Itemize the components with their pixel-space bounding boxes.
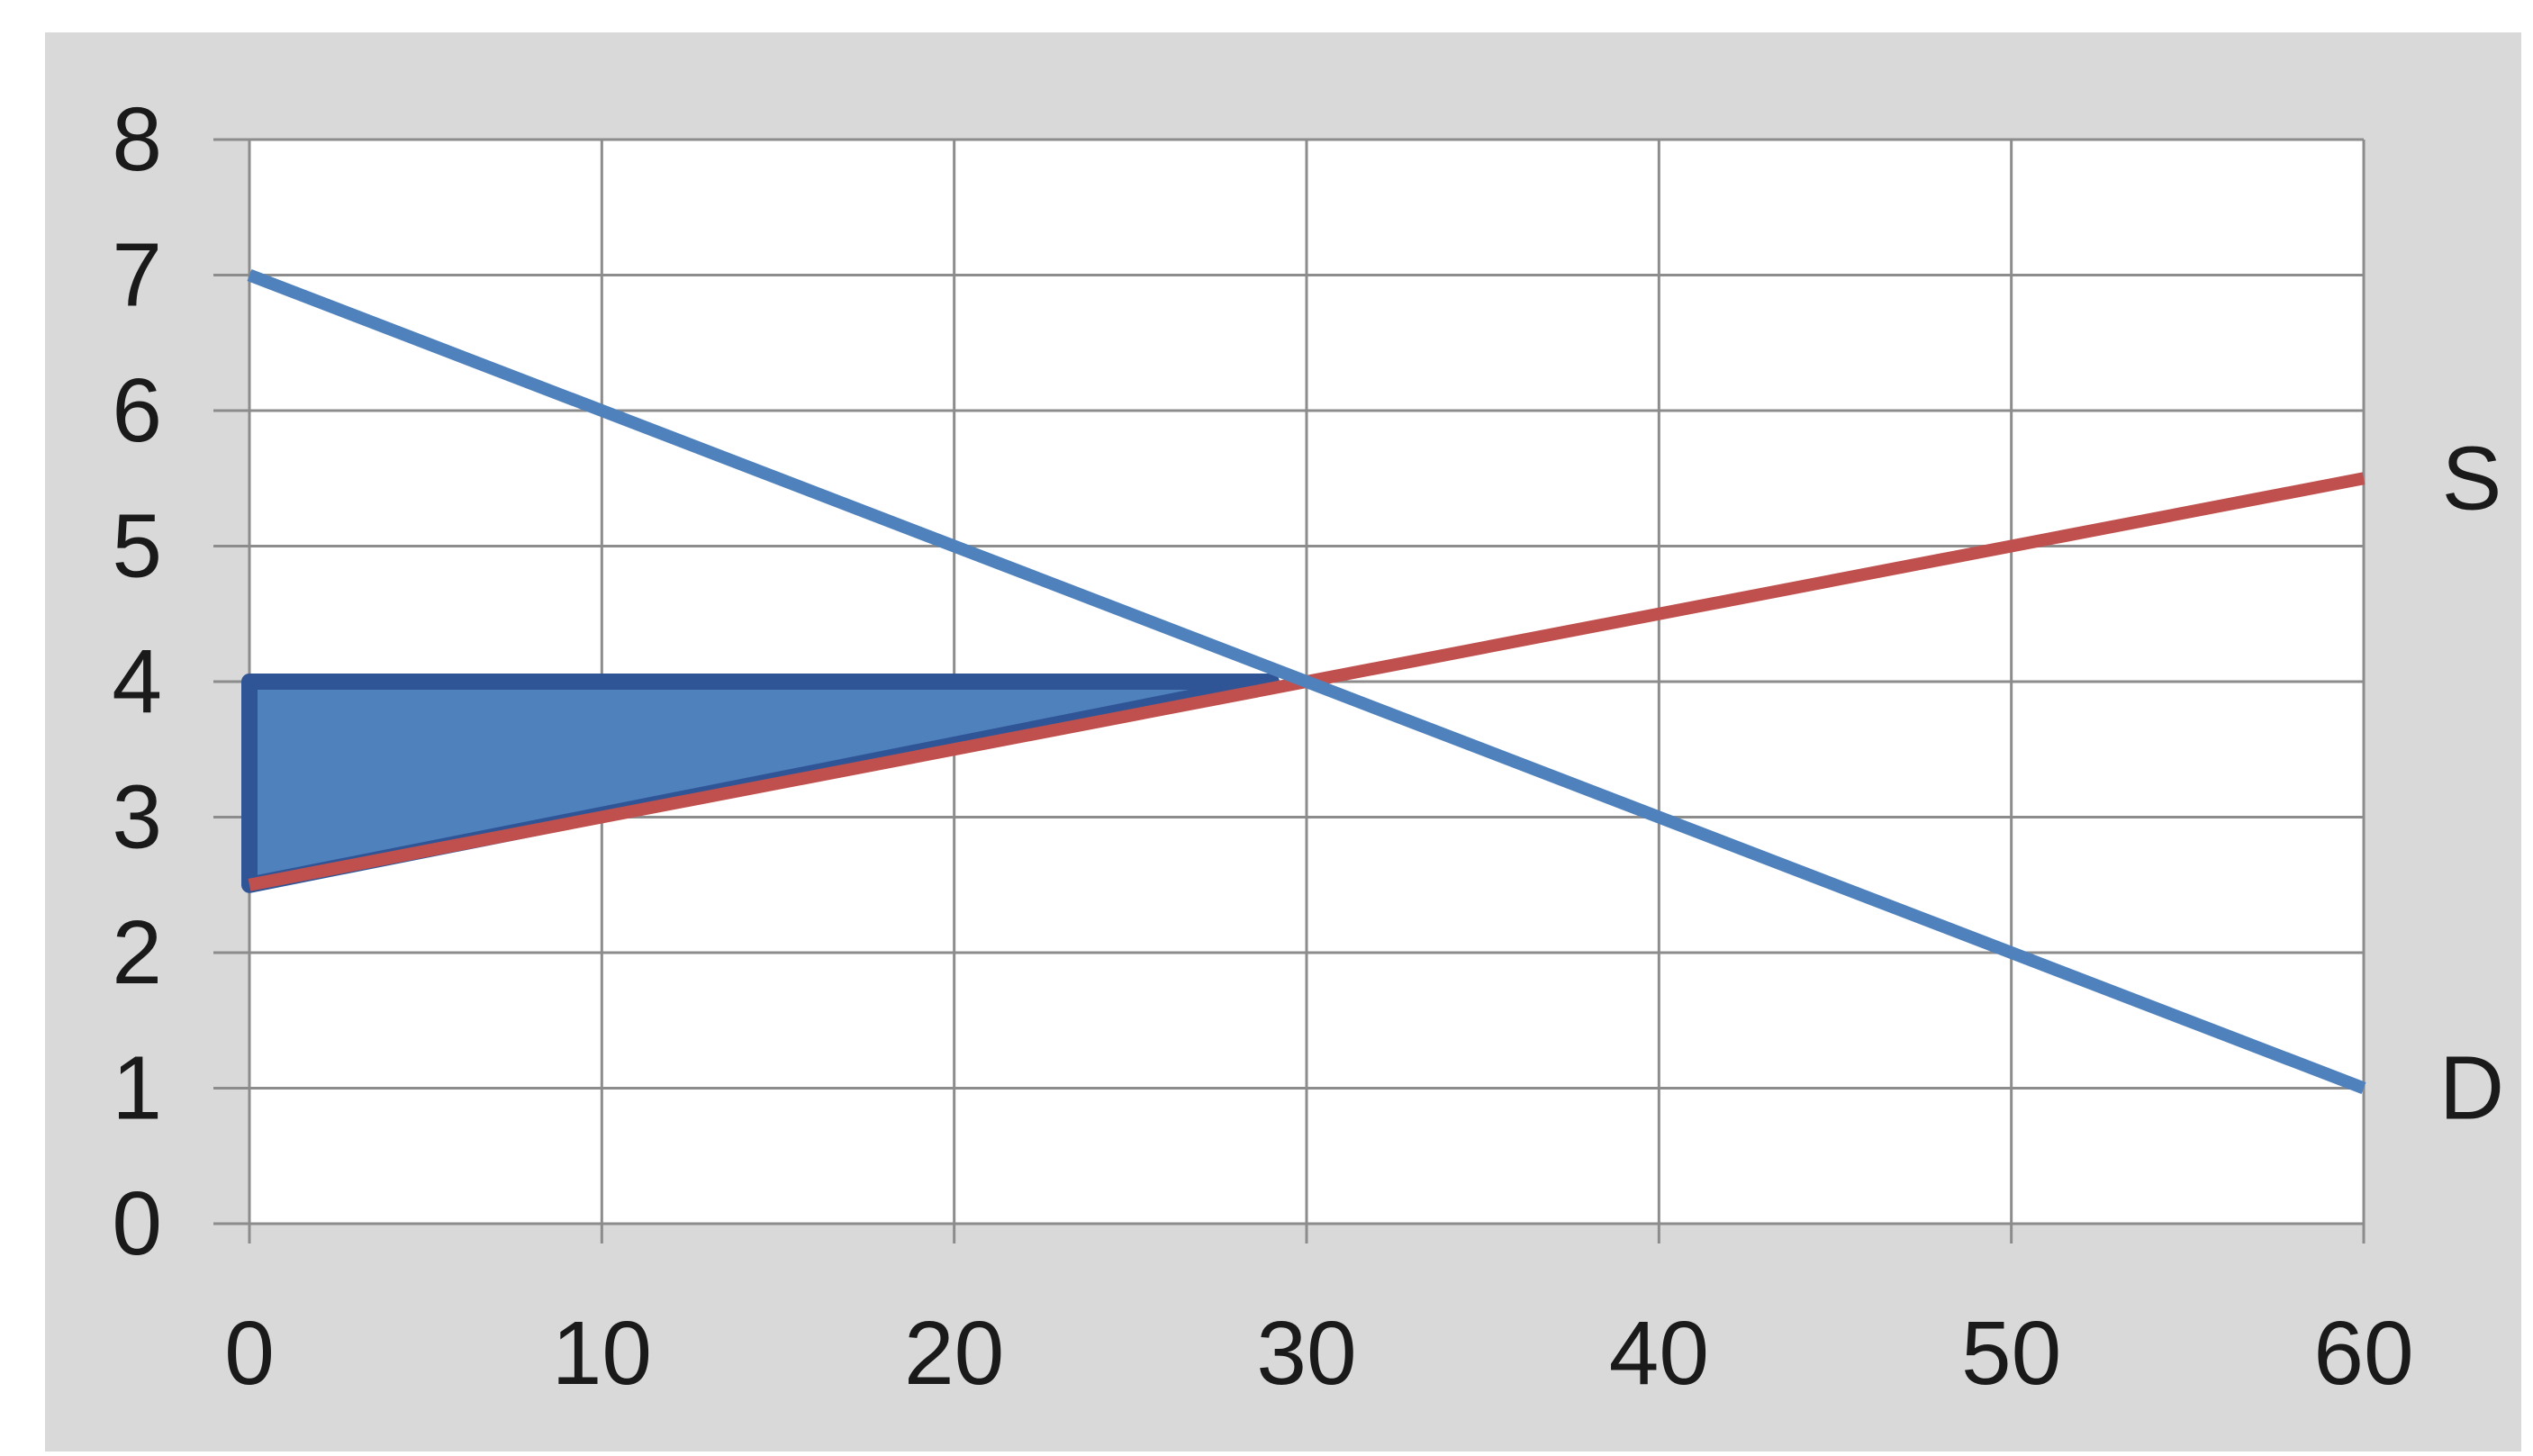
- y-tick-label: 1: [112, 1038, 162, 1139]
- series-label-s: S: [2442, 428, 2502, 529]
- y-tick-label: 0: [112, 1173, 162, 1274]
- x-tick-label: 50: [1961, 1303, 2061, 1404]
- x-tick-label: 20: [904, 1303, 1004, 1404]
- series-labels: SD: [2439, 428, 2504, 1138]
- x-tick-label: 0: [224, 1303, 275, 1404]
- series-label-d: D: [2439, 1038, 2504, 1139]
- y-tick-label: 5: [112, 496, 162, 597]
- y-tick-label: 8: [112, 89, 162, 190]
- y-tick-label: 6: [112, 360, 162, 461]
- x-tick-label: 30: [1256, 1303, 1356, 1404]
- series-lines: [247, 268, 2366, 1095]
- y-axis-tick-labels: 0 1 2 3 4 5 6 7 8: [112, 89, 162, 1274]
- y-tick-label: 3: [112, 767, 162, 868]
- x-axis-tick-labels: 0 10 20 30 40 50 60: [224, 1303, 2413, 1404]
- y-tick-label: 2: [112, 902, 162, 1003]
- y-tick-label: 4: [112, 631, 162, 732]
- series-line-d: [247, 268, 2366, 1095]
- y-tick-label: 7: [112, 225, 162, 326]
- x-tick-label: 60: [2313, 1303, 2413, 1404]
- x-tick-label: 10: [552, 1303, 652, 1404]
- x-tick-label: 40: [1609, 1303, 1709, 1404]
